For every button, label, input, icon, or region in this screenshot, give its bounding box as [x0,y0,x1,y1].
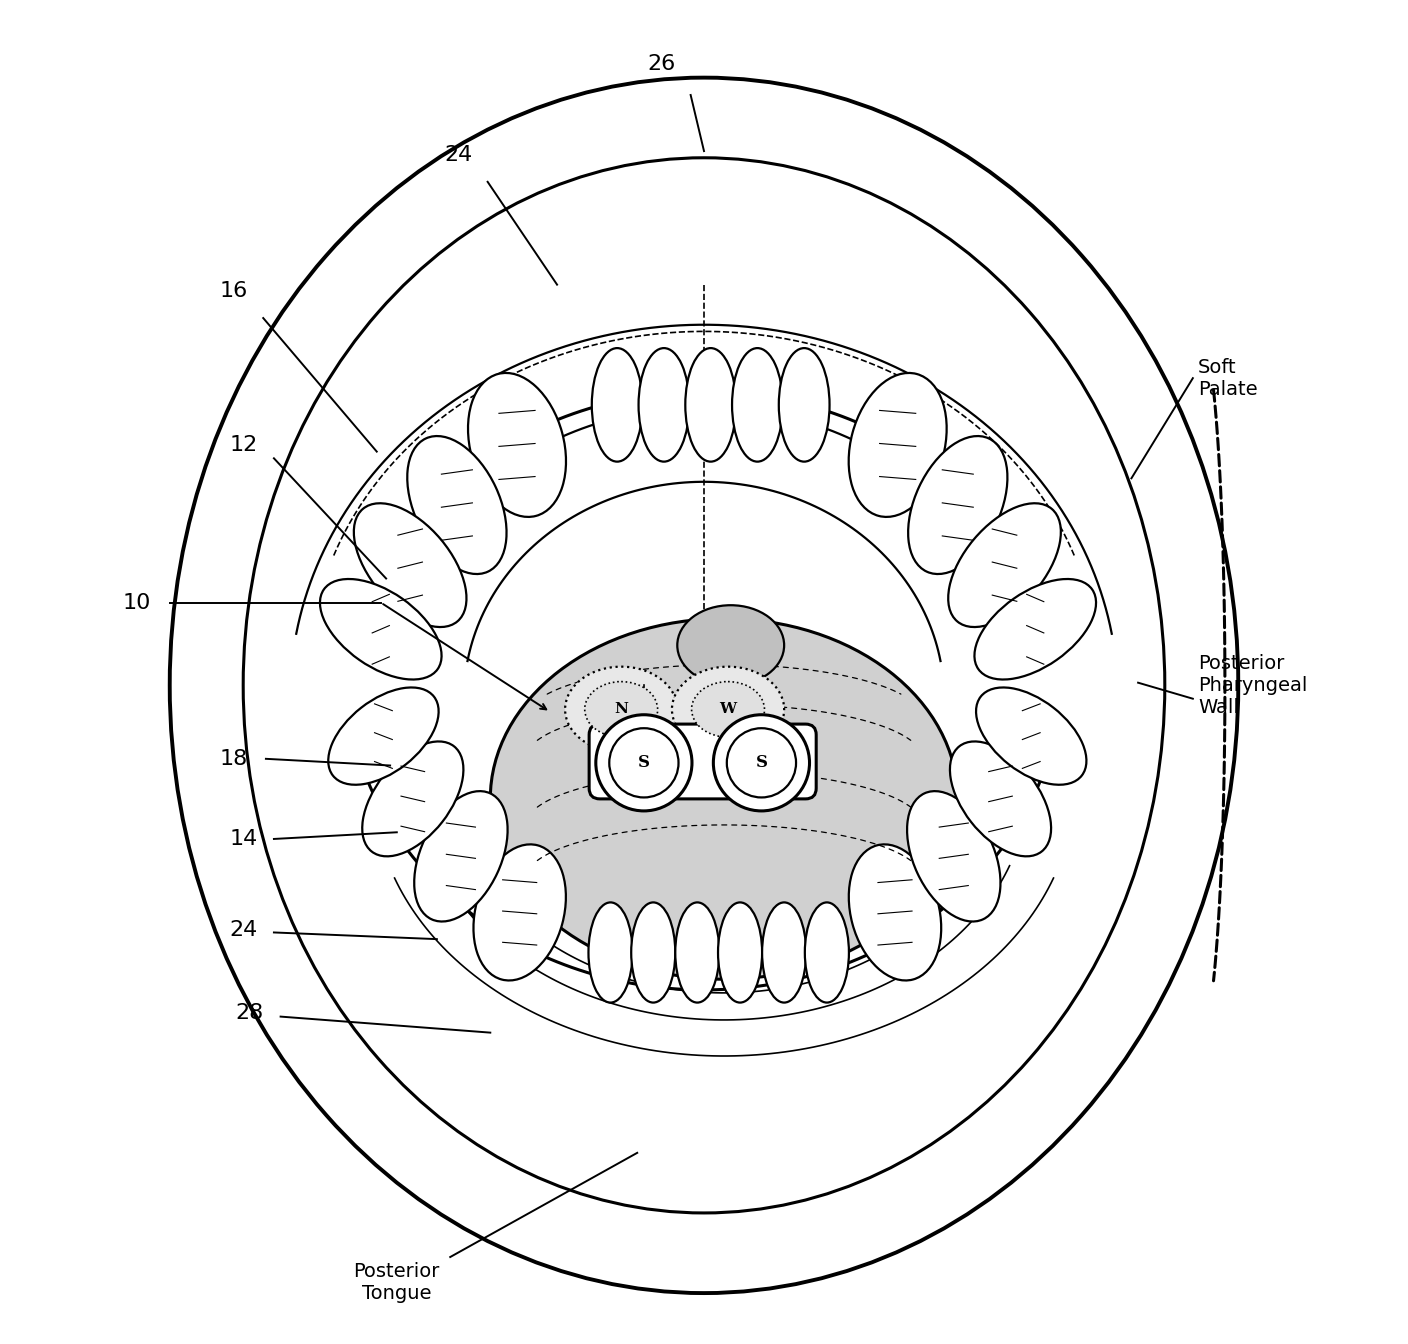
Ellipse shape [907,792,1001,922]
Ellipse shape [170,78,1238,1293]
Text: 24: 24 [444,145,472,165]
Ellipse shape [490,618,957,980]
Ellipse shape [407,435,507,574]
Ellipse shape [686,348,736,461]
Ellipse shape [672,667,784,753]
Text: 28: 28 [235,1003,263,1023]
Ellipse shape [353,503,466,628]
Text: N: N [614,703,628,716]
Ellipse shape [849,372,946,517]
Text: W: W [719,703,736,716]
Ellipse shape [591,348,642,461]
Text: 10: 10 [122,593,151,613]
Ellipse shape [676,902,719,1003]
Ellipse shape [584,681,658,737]
Ellipse shape [362,742,463,856]
Ellipse shape [908,435,1007,574]
Ellipse shape [714,715,810,810]
Text: S: S [756,754,767,771]
Ellipse shape [467,372,566,517]
Ellipse shape [974,579,1095,680]
Ellipse shape [691,681,765,737]
Text: Posterior
Pharyngeal
Wall: Posterior Pharyngeal Wall [1198,655,1308,716]
Text: 16: 16 [220,281,248,301]
Text: Posterior
Tongue: Posterior Tongue [353,1262,439,1304]
Ellipse shape [610,728,679,797]
Ellipse shape [677,605,784,685]
Ellipse shape [631,902,676,1003]
Ellipse shape [244,157,1164,1212]
Text: 12: 12 [230,435,258,454]
Ellipse shape [414,792,508,922]
Ellipse shape [732,348,783,461]
Ellipse shape [565,667,677,753]
Text: 18: 18 [220,749,248,769]
Ellipse shape [320,579,442,680]
Ellipse shape [950,742,1052,856]
Text: Soft
Palate: Soft Palate [1198,358,1257,399]
Ellipse shape [473,844,566,981]
Ellipse shape [727,728,796,797]
Ellipse shape [596,715,691,810]
Ellipse shape [718,902,762,1003]
Ellipse shape [589,902,632,1003]
Text: 14: 14 [230,829,258,849]
Ellipse shape [762,902,807,1003]
Ellipse shape [849,844,941,981]
Text: 26: 26 [648,54,676,74]
Ellipse shape [948,503,1060,628]
Ellipse shape [805,902,849,1003]
Ellipse shape [779,348,829,461]
Ellipse shape [976,688,1087,785]
FancyBboxPatch shape [589,724,817,798]
Text: S: S [638,754,650,771]
Text: 24: 24 [230,919,258,939]
Ellipse shape [639,348,690,461]
Ellipse shape [328,688,439,785]
